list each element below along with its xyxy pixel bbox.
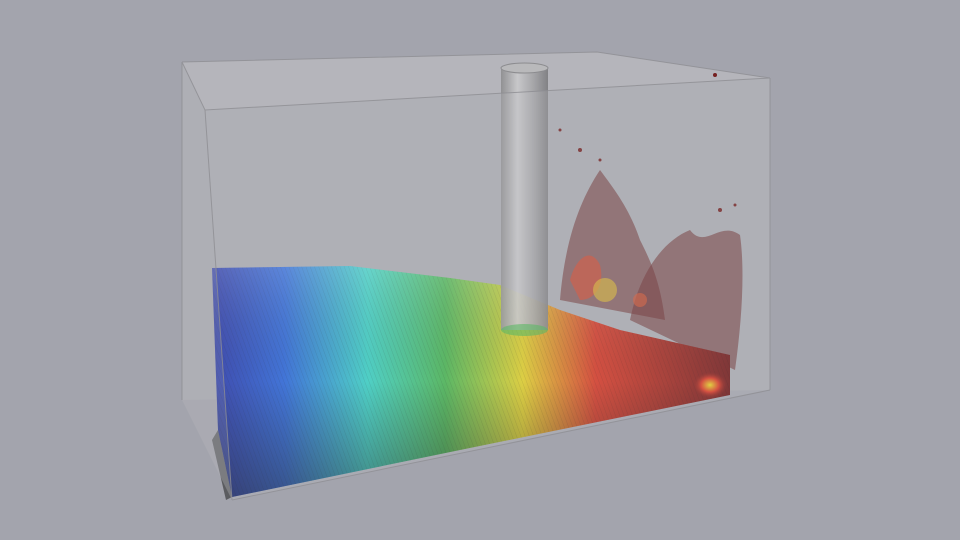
splash-cloud xyxy=(558,73,743,370)
cylinder-obstacle xyxy=(500,62,549,336)
container-front-face xyxy=(205,78,770,500)
container-edges xyxy=(181,51,771,501)
container-top-face xyxy=(182,52,770,110)
container-left-face xyxy=(182,62,232,500)
fluid-body xyxy=(212,266,730,500)
